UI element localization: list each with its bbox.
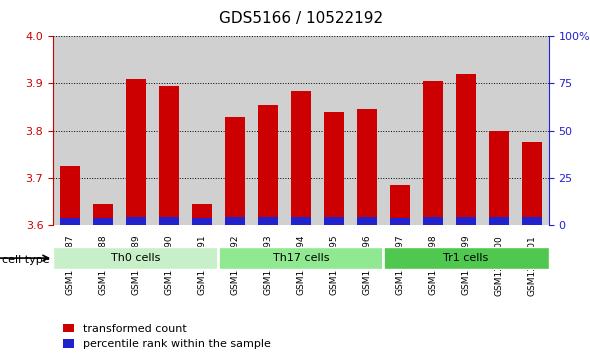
Bar (192, 218, 212, 225)
FancyBboxPatch shape (218, 247, 384, 269)
Bar (483, 36, 516, 225)
Bar (185, 36, 218, 225)
Bar (456, 74, 476, 225)
Bar (516, 36, 549, 225)
Bar (225, 217, 245, 225)
Bar (489, 217, 509, 225)
Bar (384, 36, 417, 225)
Bar (456, 217, 476, 225)
Bar (522, 217, 542, 225)
Bar (357, 217, 377, 225)
Bar (317, 36, 350, 225)
Text: Th17 cells: Th17 cells (273, 253, 329, 263)
Bar (423, 81, 443, 225)
Bar (60, 166, 80, 225)
Bar (489, 131, 509, 225)
Legend: transformed count, percentile rank within the sample: transformed count, percentile rank withi… (58, 319, 276, 354)
FancyBboxPatch shape (53, 247, 218, 269)
Bar (152, 36, 185, 225)
Bar (258, 217, 278, 225)
Bar (119, 36, 152, 225)
Bar (291, 91, 311, 225)
Bar (53, 36, 86, 225)
Bar (225, 117, 245, 225)
FancyBboxPatch shape (384, 247, 549, 269)
Bar (93, 204, 113, 225)
Bar (159, 217, 179, 225)
Bar (258, 105, 278, 225)
Bar (159, 86, 179, 225)
Bar (126, 79, 146, 225)
Bar (390, 218, 410, 225)
Bar (350, 36, 384, 225)
Bar (284, 36, 317, 225)
Text: Th0 cells: Th0 cells (111, 253, 160, 263)
Text: Tr1 cells: Tr1 cells (444, 253, 489, 263)
Bar (423, 217, 443, 225)
Bar (324, 217, 344, 225)
Bar (192, 204, 212, 225)
Bar (86, 36, 119, 225)
Bar (522, 143, 542, 225)
Bar (324, 112, 344, 225)
Bar (93, 218, 113, 225)
Bar (450, 36, 483, 225)
Text: cell type: cell type (2, 255, 50, 265)
Bar (291, 217, 311, 225)
Bar (417, 36, 450, 225)
Bar (60, 218, 80, 225)
Bar (357, 109, 377, 225)
Bar (390, 185, 410, 225)
Text: GDS5166 / 10522192: GDS5166 / 10522192 (219, 11, 383, 26)
Bar (126, 217, 146, 225)
Bar (218, 36, 251, 225)
Bar (251, 36, 284, 225)
